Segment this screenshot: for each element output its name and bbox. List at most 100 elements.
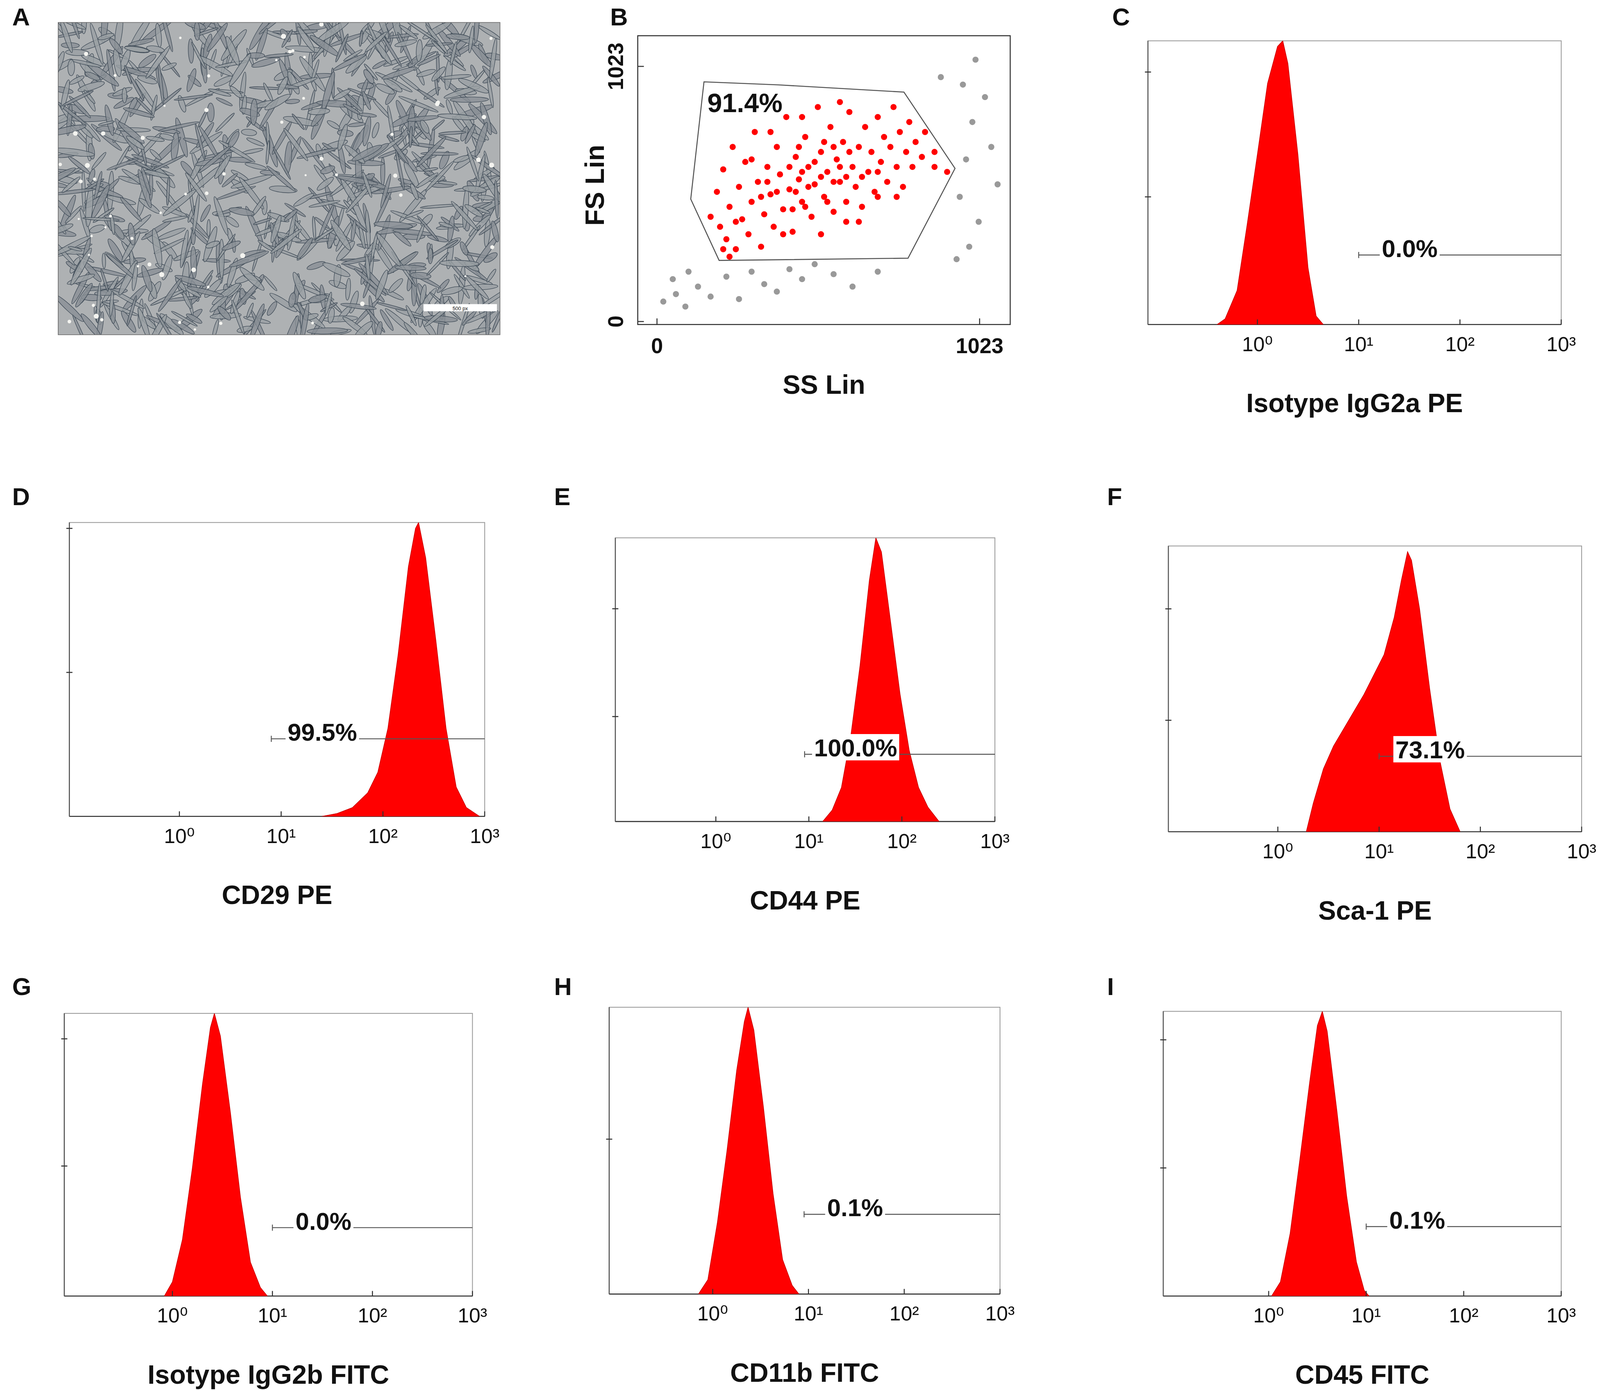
x-axis-label: SS Lin: [782, 369, 866, 400]
cell: [370, 121, 381, 139]
bright-cell: [304, 174, 307, 177]
point: [673, 291, 680, 298]
plot-frame: [1148, 40, 1562, 325]
cell: [139, 264, 154, 293]
cell: [445, 33, 470, 41]
x-tick: [471, 1290, 474, 1296]
cell: [126, 222, 137, 246]
cell: [84, 186, 95, 227]
y-tick: [637, 66, 645, 68]
bright-cell: [393, 173, 398, 178]
cell: [88, 223, 106, 235]
cell: [248, 302, 267, 335]
histogram: [698, 1007, 1000, 1294]
gate-label: 91.4%: [707, 88, 783, 118]
point: [824, 168, 831, 175]
cell: [116, 119, 147, 146]
point: [874, 168, 881, 175]
figure: A500 pxB91.4%0102301023SS LinFS LinC10⁰1…: [0, 0, 1600, 1390]
point: [865, 168, 872, 175]
point: [874, 114, 881, 121]
point: [720, 166, 727, 173]
x-tick-label: 10¹: [1364, 839, 1395, 863]
point: [994, 181, 1001, 188]
cell: [342, 102, 361, 116]
cell: [197, 110, 208, 129]
point: [849, 283, 856, 290]
y-axis: [68, 522, 70, 817]
cell: [280, 314, 302, 335]
bright-cell: [91, 303, 95, 307]
cell: [403, 22, 439, 43]
x-tick-label: 10³: [1546, 332, 1577, 356]
cell: [295, 236, 315, 261]
x-tick-label: 10³: [1546, 1303, 1577, 1327]
panel-letter: G: [12, 972, 32, 1000]
cell: [457, 76, 490, 96]
bright-cell: [319, 22, 324, 27]
x-tick: [656, 318, 658, 325]
cell: [463, 202, 484, 219]
cell: [265, 164, 297, 193]
x-axis: [609, 1293, 1000, 1295]
point: [883, 178, 891, 186]
bright-cell: [302, 96, 306, 100]
cell: [394, 149, 406, 191]
point: [757, 193, 765, 200]
point: [855, 218, 863, 225]
x-tick: [901, 816, 903, 822]
cell: [186, 284, 225, 299]
cell: [58, 50, 67, 78]
scale-bar-label: 500 px: [452, 305, 469, 312]
point: [798, 168, 806, 175]
cell: [78, 312, 104, 335]
point: [726, 253, 733, 260]
bright-cell: [130, 236, 134, 240]
cell: [298, 302, 311, 335]
point: [783, 114, 790, 121]
cell: [350, 142, 383, 164]
bright-cell: [83, 51, 89, 57]
cell: [439, 259, 479, 268]
x-tick-label: 10²: [887, 829, 917, 853]
cell: [262, 275, 279, 292]
bright-cell: [67, 319, 72, 324]
point: [707, 213, 714, 220]
bright-cell: [219, 321, 223, 325]
x-tick-label: 10¹: [1343, 332, 1374, 356]
cell: [319, 164, 336, 176]
cell: [161, 187, 198, 218]
cell: [476, 194, 495, 201]
point: [720, 246, 727, 253]
y-axis: [1162, 1011, 1165, 1297]
point: [839, 139, 847, 146]
cell: [326, 119, 342, 131]
bright-cell: [207, 285, 210, 289]
cell: [154, 23, 163, 48]
cell: [265, 300, 279, 317]
x-tick: [280, 811, 282, 817]
cell: [418, 284, 428, 305]
y-tick: [61, 1165, 68, 1167]
point: [836, 178, 843, 186]
point: [735, 296, 743, 303]
cell: [392, 227, 432, 237]
gate-label: 100.0%: [814, 733, 898, 762]
cell: [308, 199, 341, 209]
x-tick-label: 10¹: [794, 829, 824, 853]
cell: [458, 240, 470, 257]
y-axis: [1167, 546, 1170, 832]
y-axis: [63, 1013, 65, 1297]
cell: [332, 87, 352, 102]
point: [903, 148, 910, 156]
cell: [291, 113, 306, 131]
cell: [491, 297, 500, 333]
gate-end: [271, 1224, 273, 1231]
cell: [360, 90, 373, 111]
bright-cell: [178, 320, 182, 324]
gate-label: 0.1%: [1389, 1206, 1446, 1234]
cell: [462, 184, 487, 194]
cell: [58, 146, 95, 158]
x-tick: [715, 816, 717, 822]
cell: [314, 226, 336, 243]
